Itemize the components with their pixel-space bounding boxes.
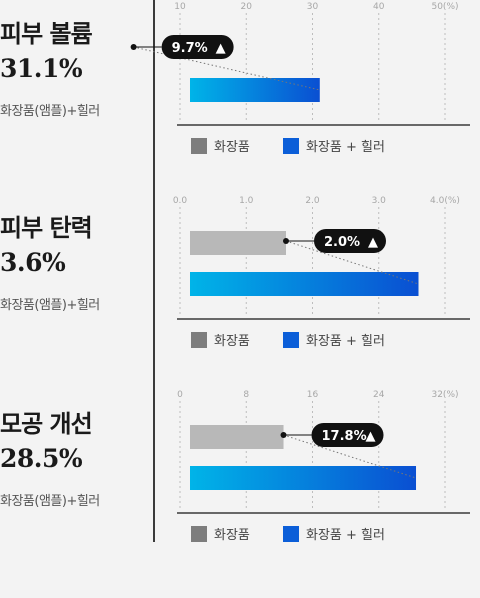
increase-badge — [314, 229, 386, 253]
tick-label: 24 — [373, 390, 385, 400]
comparison-line — [285, 240, 419, 285]
bar-cosmetic-healer — [190, 272, 419, 296]
vertical-divider — [153, 0, 155, 542]
bar-cosmetic — [190, 425, 284, 449]
increase-arrow-icon: ▲ — [368, 235, 378, 250]
legend-swatch-cosmetic — [191, 138, 207, 154]
legend-label-cosmetic: 화장품 — [214, 334, 250, 349]
pore-chart: 0 8 16 24 32(%) 17.8%▲ 화장품 화장품 + 힐러 — [177, 390, 470, 543]
bar-cosmetic — [190, 231, 286, 255]
tick-label: 2.0 — [305, 196, 320, 206]
increase-badge-value: 2.0% — [324, 235, 360, 250]
metric-value: 31.1% — [0, 54, 83, 83]
increase-arrow-icon: ▲ — [366, 429, 376, 444]
tick-label: 20 — [241, 2, 253, 12]
metric-title: 피부 볼륨 — [0, 20, 93, 48]
bar-cosmetic-healer — [190, 78, 320, 102]
increase-badge-value: 9.7% — [172, 41, 208, 56]
volume-chart: 10 20 30 40 50(%) 9.7% ▲ 화장품 화장품 + 힐러 — [130, 2, 470, 155]
legend-swatch-healer — [283, 138, 299, 154]
tick-label: 0.0 — [173, 196, 188, 206]
legend-label-healer: 화장품 + 힐러 — [306, 140, 385, 155]
increase-arrow-icon: ▲ — [216, 41, 226, 56]
tick-label: 8 — [243, 390, 249, 400]
legend-swatch-healer — [283, 526, 299, 542]
legend-swatch-cosmetic — [191, 332, 207, 348]
tick-label: 3.0 — [372, 196, 387, 206]
legend-swatch-cosmetic — [191, 526, 207, 542]
tick-label: 40 — [373, 2, 385, 12]
legend-label-healer: 화장품 + 힐러 — [306, 334, 385, 349]
metric-note: 화장품(앰플)+힐러 — [0, 298, 100, 313]
tick-label: 50(%) — [431, 2, 458, 12]
bar-cosmetic-healer — [190, 466, 417, 490]
tick-label: 1.0 — [239, 196, 254, 206]
elasticity-chart: 0.0 1.0 2.0 3.0 4.0(%) 2.0% ▲ 화장품 화장품 + 힐러 — [173, 196, 470, 349]
tick-label: 10 — [174, 2, 186, 12]
metric-note: 화장품(앰플)+힐러 — [0, 494, 100, 509]
metric-note: 화장품(앰플)+힐러 — [0, 104, 100, 119]
comparison-line — [283, 434, 417, 479]
tick-label: 0 — [177, 390, 183, 400]
metric-value: 28.5% — [0, 444, 83, 473]
metric-title: 피부 탄력 — [0, 214, 93, 242]
increase-badge — [311, 423, 384, 447]
tick-label: 32(%) — [431, 390, 458, 400]
increase-badge-value: 17.8% — [322, 429, 367, 444]
tick-label: 4.0(%) — [430, 196, 460, 206]
legend-label-healer: 화장품 + 힐러 — [306, 528, 385, 543]
legend-swatch-healer — [283, 332, 299, 348]
increase-badge — [161, 35, 234, 59]
legend-label-cosmetic: 화장품 — [214, 140, 250, 155]
legend-label-cosmetic: 화장품 — [214, 528, 250, 543]
tick-label: 16 — [307, 390, 319, 400]
value-dot — [283, 238, 289, 244]
metric-value: 3.6% — [0, 248, 66, 277]
value-dot — [280, 432, 287, 438]
value-dot — [130, 44, 137, 50]
tick-label: 30 — [307, 2, 319, 12]
metric-title: 모공 개선 — [0, 410, 93, 438]
